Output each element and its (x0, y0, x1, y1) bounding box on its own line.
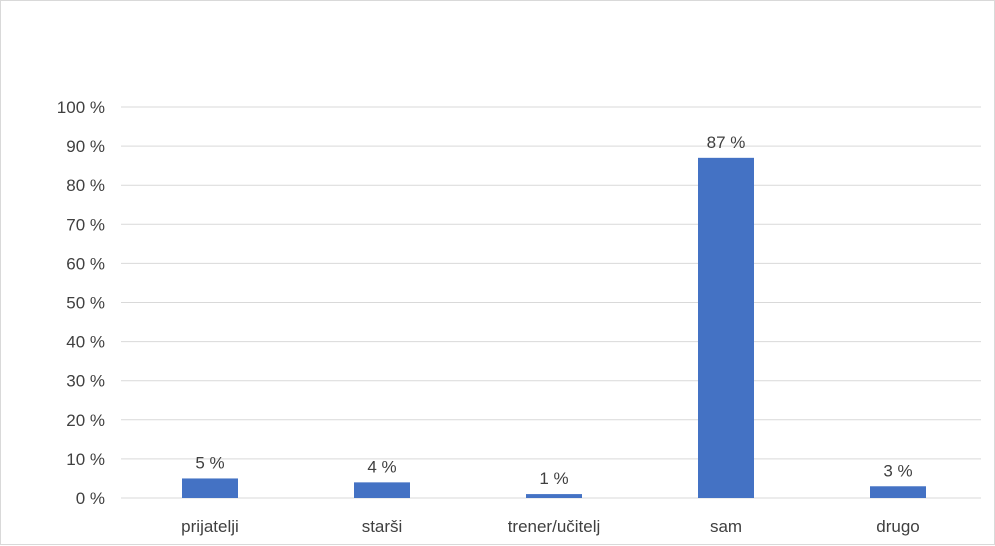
data-label-1: 4 % (367, 457, 396, 476)
y-tick-label-90: 90 % (66, 137, 105, 156)
data-label-2: 1 % (539, 469, 568, 488)
y-tick-label-0: 0 % (76, 489, 105, 508)
data-label-0: 5 % (195, 453, 224, 472)
bar-2 (526, 494, 582, 498)
y-tick-label-30: 30 % (66, 372, 105, 391)
bar-3 (698, 157, 754, 498)
category-label-3: sam (710, 517, 742, 536)
x-axis-category-labels: prijatelji starši trener/učitelj sam drugo (181, 517, 920, 536)
y-tick-label-100: 100 % (57, 98, 105, 117)
category-label-0: prijatelji (181, 517, 239, 536)
y-tick-label-70: 70 % (66, 215, 105, 234)
y-tick-label-20: 20 % (66, 411, 105, 430)
data-label-3: 87 % (707, 133, 746, 152)
y-axis-tick-labels: 0 % 10 % 20 % 30 % 40 % 50 % 60 % 70 % 80 % 90 % 1… (57, 98, 105, 508)
bars (182, 157, 926, 498)
category-label-2: trener/učitelj (508, 517, 601, 536)
bar-0 (182, 478, 238, 498)
gridlines (121, 106, 981, 499)
bar-1 (354, 482, 410, 498)
y-tick-label-60: 60 % (66, 254, 105, 273)
y-tick-label-50: 50 % (66, 294, 105, 313)
y-tick-label-40: 40 % (66, 333, 105, 352)
y-tick-label-80: 80 % (66, 176, 105, 195)
category-label-1: starši (362, 517, 403, 536)
category-label-4: drugo (876, 517, 919, 536)
bar-4 (870, 486, 926, 498)
data-label-4: 3 % (883, 461, 912, 480)
data-labels: 5 % 4 % 1 % 87 % 3 % (195, 133, 912, 488)
y-tick-label-10: 10 % (66, 450, 105, 469)
